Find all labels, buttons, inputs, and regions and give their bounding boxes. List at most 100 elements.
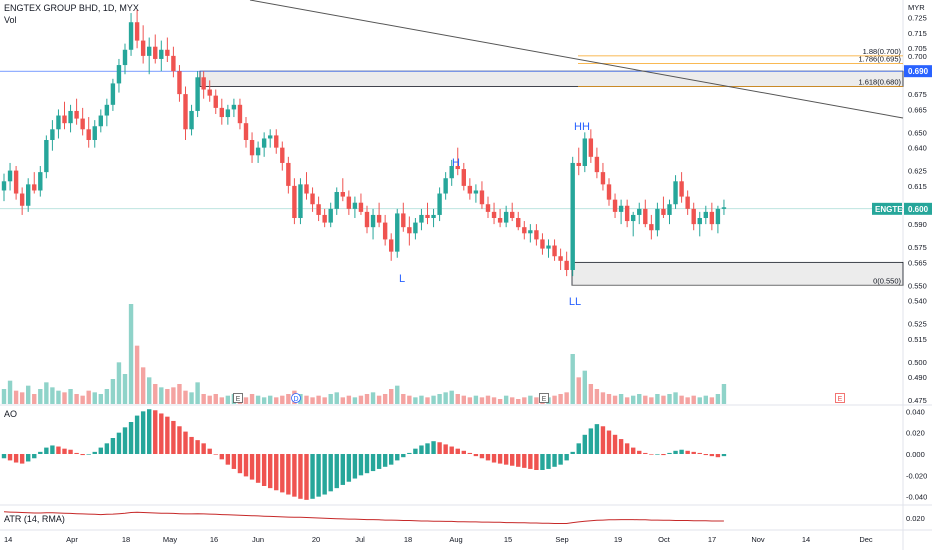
ao-bar bbox=[564, 454, 569, 461]
candle-body bbox=[153, 46, 158, 59]
price-tick-label: 0.705 bbox=[908, 44, 927, 53]
volume-bar bbox=[171, 387, 176, 404]
ao-bar bbox=[661, 454, 666, 456]
volume-bar bbox=[449, 390, 454, 404]
volume-bar bbox=[243, 397, 249, 404]
volume-bar bbox=[98, 394, 103, 404]
symbol-tag-label: ENGTEX bbox=[875, 205, 909, 214]
candle-body bbox=[255, 147, 261, 156]
time-tick-label: 14 bbox=[4, 535, 12, 544]
zone-supply bbox=[199, 70, 904, 87]
volume-bar bbox=[606, 394, 612, 404]
volume-bar bbox=[153, 384, 158, 404]
ao-bar bbox=[612, 434, 618, 454]
volume-bar bbox=[370, 392, 376, 404]
candle-body bbox=[510, 211, 515, 218]
candle-body bbox=[370, 214, 376, 228]
candle-body bbox=[261, 138, 267, 148]
volume-bar bbox=[631, 395, 636, 404]
ao-bar bbox=[183, 431, 188, 454]
volume-bar bbox=[649, 397, 654, 404]
ao-bar bbox=[207, 448, 212, 454]
ao-bar bbox=[292, 454, 297, 497]
ao-bar bbox=[104, 443, 110, 454]
candle-body bbox=[594, 156, 600, 173]
ao-bar bbox=[552, 454, 557, 467]
ao-bar bbox=[98, 447, 103, 454]
volume-bar bbox=[673, 392, 678, 404]
volume-bar bbox=[655, 394, 660, 404]
candle-body bbox=[56, 115, 61, 130]
candle-body bbox=[19, 193, 25, 206]
candle-body bbox=[516, 218, 521, 228]
volume-bar bbox=[140, 367, 146, 404]
ao-bar bbox=[691, 451, 696, 454]
marked-price-tag bbox=[904, 65, 932, 78]
candle-body bbox=[691, 208, 696, 225]
candle-body bbox=[437, 193, 442, 215]
earnings-marker bbox=[233, 393, 243, 403]
ao-bar bbox=[437, 442, 442, 454]
ao-bar bbox=[522, 454, 527, 468]
candle-body bbox=[673, 181, 678, 205]
volume-bar bbox=[44, 382, 49, 404]
ao-bar bbox=[243, 454, 249, 477]
volume-bar bbox=[334, 392, 339, 404]
price-tick-label: 0.650 bbox=[908, 128, 927, 137]
volume-bar bbox=[389, 389, 394, 404]
candle-body bbox=[709, 211, 715, 225]
volume-bar bbox=[286, 394, 291, 404]
candle-body bbox=[159, 49, 164, 59]
candle-body bbox=[243, 123, 249, 140]
volume-bar bbox=[80, 395, 85, 404]
ao-bar bbox=[310, 454, 315, 499]
volume-label: Vol bbox=[4, 15, 17, 25]
ao-bar bbox=[340, 454, 345, 485]
volume-bar bbox=[528, 395, 533, 404]
ao-bar bbox=[643, 452, 648, 454]
zone-demand bbox=[571, 261, 904, 286]
candle-body bbox=[183, 94, 188, 130]
volume-bar bbox=[600, 392, 606, 404]
volume-bar bbox=[679, 395, 684, 404]
volume-bar bbox=[407, 395, 412, 404]
ao-bar bbox=[358, 454, 364, 476]
volume-bar bbox=[92, 392, 97, 404]
volume-bar bbox=[104, 389, 110, 404]
volume-bar bbox=[703, 395, 708, 404]
volume-bar bbox=[552, 395, 557, 404]
symbol-title[interactable]: ENGTEX GROUP BHD, 1D, MYX bbox=[4, 3, 139, 13]
currency-label: MYR bbox=[908, 3, 925, 12]
ao-tick-label: 0.040 bbox=[906, 407, 925, 416]
volume-bar bbox=[274, 397, 279, 404]
price-tick-label: 0.715 bbox=[908, 29, 927, 38]
candle-body bbox=[679, 181, 684, 197]
atr-tick-label: 0.020 bbox=[906, 514, 925, 523]
volume-bar bbox=[56, 390, 61, 404]
candle-body bbox=[382, 222, 388, 240]
volume-bar bbox=[401, 394, 406, 404]
candle-body bbox=[195, 77, 200, 111]
price-tick-label: 0.525 bbox=[908, 320, 927, 329]
candle-body bbox=[497, 218, 503, 223]
ao-bar bbox=[419, 445, 424, 454]
candle-body bbox=[697, 218, 702, 225]
volume-bar bbox=[461, 395, 466, 404]
ao-bar bbox=[649, 454, 654, 455]
candle-body bbox=[237, 104, 243, 124]
ao-bar bbox=[703, 454, 708, 456]
candle-body bbox=[7, 170, 13, 182]
ao-bar bbox=[673, 450, 678, 454]
volume-bar bbox=[13, 390, 19, 404]
volume-bar bbox=[588, 384, 594, 404]
price-tick-label: 0.475 bbox=[908, 396, 927, 405]
ao-bar bbox=[431, 441, 436, 454]
ao-bar bbox=[709, 454, 715, 457]
candle-body bbox=[637, 208, 642, 215]
time-tick-label: 20 bbox=[312, 535, 320, 544]
ao-bar bbox=[298, 454, 303, 499]
ao-bar bbox=[370, 454, 376, 472]
candle-body bbox=[86, 129, 91, 140]
candle-body bbox=[92, 126, 97, 140]
